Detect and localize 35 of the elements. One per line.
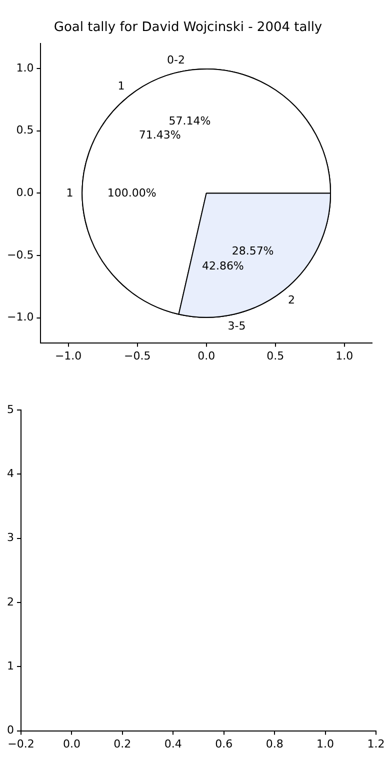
x-tick-label: 0.0 <box>198 349 216 362</box>
data-label: 57.14% <box>168 114 211 128</box>
data-label: 42.86% <box>202 259 244 272</box>
x-tick-label: −1.0 <box>54 349 82 362</box>
x-tick-label: 1.0 <box>336 349 354 362</box>
slice-label: 1 <box>66 186 74 200</box>
data-label: 28.57% <box>232 244 274 258</box>
y-tick-label: 4 <box>7 467 14 480</box>
x-tick-label: 1.2 <box>367 737 385 750</box>
x-tick-label: 0.8 <box>266 737 284 750</box>
data-label: 100.00% <box>107 186 156 200</box>
y-tick-label: 5 <box>7 402 14 416</box>
x-tick-label: 0.5 <box>266 349 284 362</box>
y-tick-label: 0.0 <box>16 186 34 200</box>
chart-title: Goal tally for David Wojcinski - 2004 tally <box>54 20 322 36</box>
slice-label: 2 <box>288 293 296 306</box>
slice-label: 3-5 <box>228 320 246 333</box>
x-tick-label: 0.4 <box>164 737 182 750</box>
x-tick-label: 0.0 <box>62 737 80 750</box>
slice-label: 0-2 <box>166 54 185 67</box>
y-tick-label: 1.0 <box>16 61 34 74</box>
slice-label: 1 <box>118 80 125 93</box>
y-tick-label: 1 <box>7 660 14 672</box>
y-tick-label: −0.5 <box>6 248 34 262</box>
x-tick-label: 0.2 <box>114 737 132 750</box>
y-tick-label: 2 <box>7 595 14 608</box>
x-tick-label: 1.0 <box>316 737 334 750</box>
y-tick-label: −1.0 <box>6 310 34 324</box>
x-tick-label: 0.6 <box>215 737 233 750</box>
x-tick-label: −0.2 <box>8 737 34 750</box>
data-label: 71.43% <box>138 128 181 142</box>
y-tick-label: 3 <box>7 531 14 544</box>
x-tick-label: −0.5 <box>124 349 151 362</box>
y-tick-label: 0 <box>7 724 14 737</box>
y-tick-label: 0.5 <box>16 124 34 137</box>
